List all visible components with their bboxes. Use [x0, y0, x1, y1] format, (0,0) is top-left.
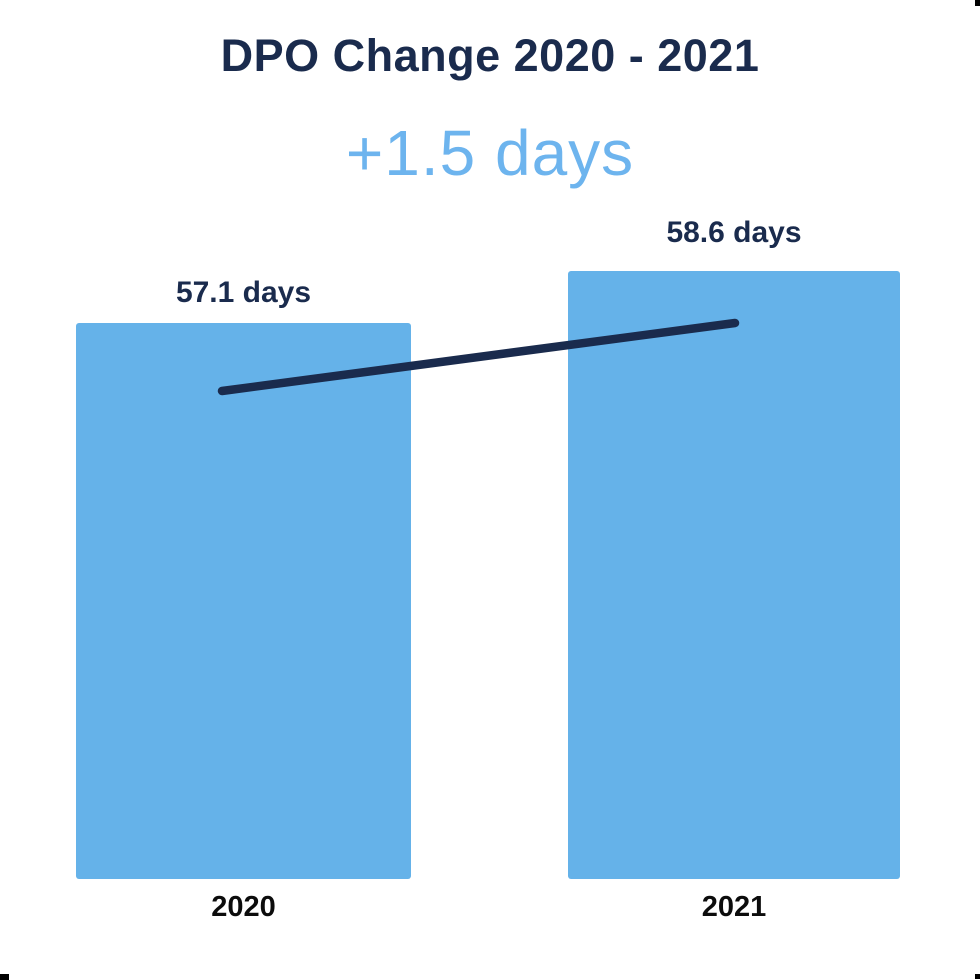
x-axis-label-2020: 2020	[211, 891, 276, 923]
corner-artifact-top-right	[975, 0, 980, 6]
page-title: DPO Change 2020 - 2021	[220, 30, 760, 81]
value-label-2020: 57.1 days	[175, 276, 312, 309]
value-label-2021: 58.6 days	[666, 216, 802, 249]
change-subtitle: +1.5 days	[345, 117, 635, 189]
corner-artifact-bottom-right	[975, 974, 980, 979]
bar-2020	[76, 323, 411, 879]
bar-2021	[568, 271, 900, 879]
x-axis-label-2021: 2021	[701, 891, 767, 923]
corner-artifact-bottom-left	[0, 974, 9, 980]
